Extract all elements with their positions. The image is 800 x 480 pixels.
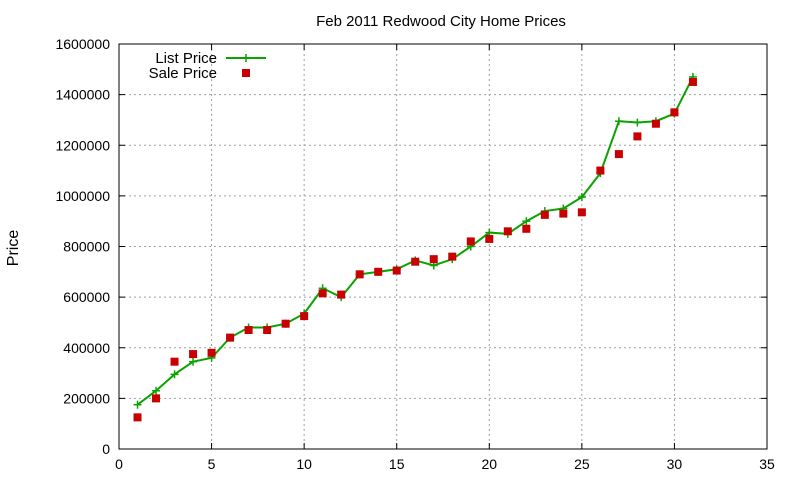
list-price-point	[633, 118, 642, 127]
sale-price-point	[281, 319, 290, 328]
sale-price-point	[318, 289, 327, 298]
plot-frame	[118, 43, 768, 450]
sale-price-point	[355, 270, 364, 279]
sale-price-point	[559, 209, 568, 218]
sale-price-point	[577, 208, 586, 217]
legend-square-marker	[242, 69, 250, 77]
sale-price-point	[670, 108, 679, 117]
list-price-point	[170, 370, 179, 379]
chart-title: Feb 2011 Redwood City Home Prices	[316, 13, 566, 30]
sale-price-point	[688, 77, 697, 86]
axes: 0 5 10 15 20 25 30 35 0 200000 400000 600000 800000 1…	[55, 36, 775, 472]
x-tick-label: 30	[667, 456, 683, 472]
series-sale-price	[133, 77, 697, 422]
sale-price-point	[540, 210, 549, 219]
sale-price-point	[429, 255, 438, 264]
y-tick-label: 800000	[63, 239, 110, 255]
sale-price-point	[207, 348, 216, 357]
x-tick-label: 5	[208, 456, 216, 472]
sale-price-point	[485, 234, 494, 243]
x-tick-label: 20	[481, 456, 497, 472]
y-tick-label: 1600000	[55, 36, 110, 52]
x-tick-label: 25	[574, 456, 590, 472]
list-price-point	[522, 217, 531, 226]
grid	[119, 44, 767, 449]
list-price-point	[152, 386, 161, 395]
sale-price-point	[226, 333, 235, 342]
y-tick-label: 0	[102, 441, 110, 457]
sale-price-point	[263, 326, 272, 335]
list-price-point	[133, 400, 142, 409]
sale-price-point	[392, 266, 401, 275]
sale-price-point	[466, 237, 475, 246]
sale-price-point	[614, 150, 623, 159]
sale-price-point	[448, 252, 457, 261]
sale-price-point	[170, 357, 179, 366]
x-tick-label: 10	[296, 456, 312, 472]
sale-price-point	[300, 312, 309, 321]
y-tick-label: 400000	[63, 340, 110, 356]
y-tick-label: 1200000	[55, 137, 110, 153]
legend-label: List Price	[155, 50, 217, 67]
y-tick-label: 1400000	[55, 87, 110, 103]
x-tick-label: 15	[389, 456, 405, 472]
sale-price-point	[152, 394, 161, 403]
sale-price-point	[633, 132, 642, 141]
sale-price-point	[522, 224, 531, 233]
sale-price-point	[411, 257, 420, 266]
y-tick-label: 200000	[63, 390, 110, 406]
sale-price-point	[374, 267, 383, 276]
series-layer	[133, 72, 697, 422]
sale-price-point	[337, 290, 346, 299]
list-price-point	[614, 117, 623, 126]
y-tick-label: 1000000	[55, 188, 110, 204]
sale-price-point	[189, 350, 198, 359]
y-axis-label: Price	[5, 230, 22, 267]
y-tick-label: 600000	[63, 289, 110, 305]
x-tick-label: 0	[115, 456, 123, 472]
sale-price-point	[596, 166, 605, 175]
list-price-point	[189, 357, 198, 366]
x-tick-label: 35	[759, 456, 775, 472]
sale-price-point	[651, 119, 660, 128]
legend-label: Sale Price	[149, 65, 217, 82]
legend-plus-marker	[242, 54, 250, 62]
sale-price-point	[503, 227, 512, 236]
sale-price-point	[133, 413, 142, 422]
sale-price-point	[244, 326, 253, 335]
list-price-point	[577, 193, 586, 202]
